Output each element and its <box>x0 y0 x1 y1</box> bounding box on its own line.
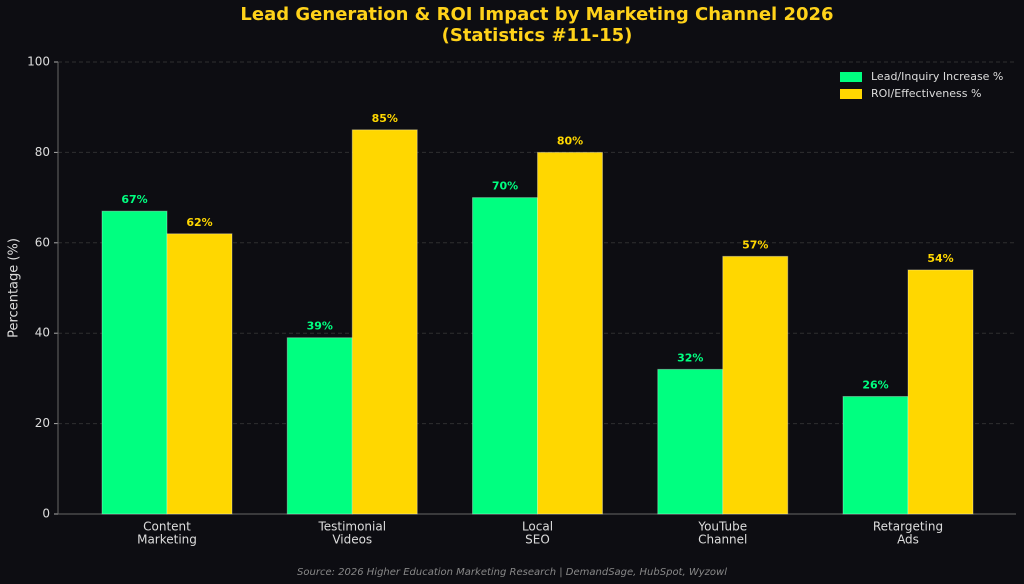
chart-title: Lead Generation & ROI Impact by Marketin… <box>240 4 833 25</box>
legend-label: ROI/Effectiveness % <box>871 87 981 100</box>
legend-label: Lead/Inquiry Increase % <box>871 70 1003 83</box>
x-tick-label: Content <box>143 520 191 534</box>
y-tick-label: 60 <box>35 235 50 249</box>
bar <box>537 151 603 515</box>
value-label: 70% <box>492 180 518 193</box>
x-tick-label: Testimonial <box>317 520 386 534</box>
y-tick-label: 0 <box>42 507 50 521</box>
x-tick-label: SEO <box>525 533 550 547</box>
bar <box>657 368 724 515</box>
chart-title: (Statistics #11-15) <box>442 25 633 46</box>
x-tick-label: Ads <box>897 533 919 547</box>
value-label: 57% <box>742 238 768 251</box>
y-tick-label: 40 <box>35 326 50 340</box>
x-tick-label: YouTube <box>697 520 747 534</box>
value-label: 80% <box>557 134 583 147</box>
value-label: 32% <box>677 351 703 364</box>
bar <box>101 210 168 515</box>
legend-swatch <box>840 72 862 82</box>
value-label: 85% <box>372 112 398 125</box>
value-label: 26% <box>862 378 888 391</box>
value-label: 62% <box>186 216 212 229</box>
bar <box>842 395 909 515</box>
value-label: 39% <box>307 320 333 333</box>
y-tick-label: 80 <box>35 145 50 159</box>
x-tick-label: Marketing <box>137 533 197 547</box>
x-tick-label: Videos <box>332 533 372 547</box>
y-tick-label: 20 <box>35 416 50 430</box>
value-label: 54% <box>927 252 953 265</box>
bar <box>907 269 974 515</box>
bar <box>351 129 418 515</box>
legend-swatch <box>840 89 862 99</box>
x-tick-label: Channel <box>698 533 747 547</box>
x-tick-label: Local <box>522 520 553 534</box>
bar <box>472 197 538 515</box>
value-label: 67% <box>121 193 147 206</box>
bar <box>722 255 789 515</box>
x-tick-label: Retargeting <box>873 520 943 534</box>
source-note: Source: 2026 Higher Education Marketing … <box>297 567 727 578</box>
y-axis-label: Percentage (%) <box>7 238 22 338</box>
y-tick-label: 100 <box>27 55 50 69</box>
bar <box>286 337 353 515</box>
bar <box>166 233 233 515</box>
